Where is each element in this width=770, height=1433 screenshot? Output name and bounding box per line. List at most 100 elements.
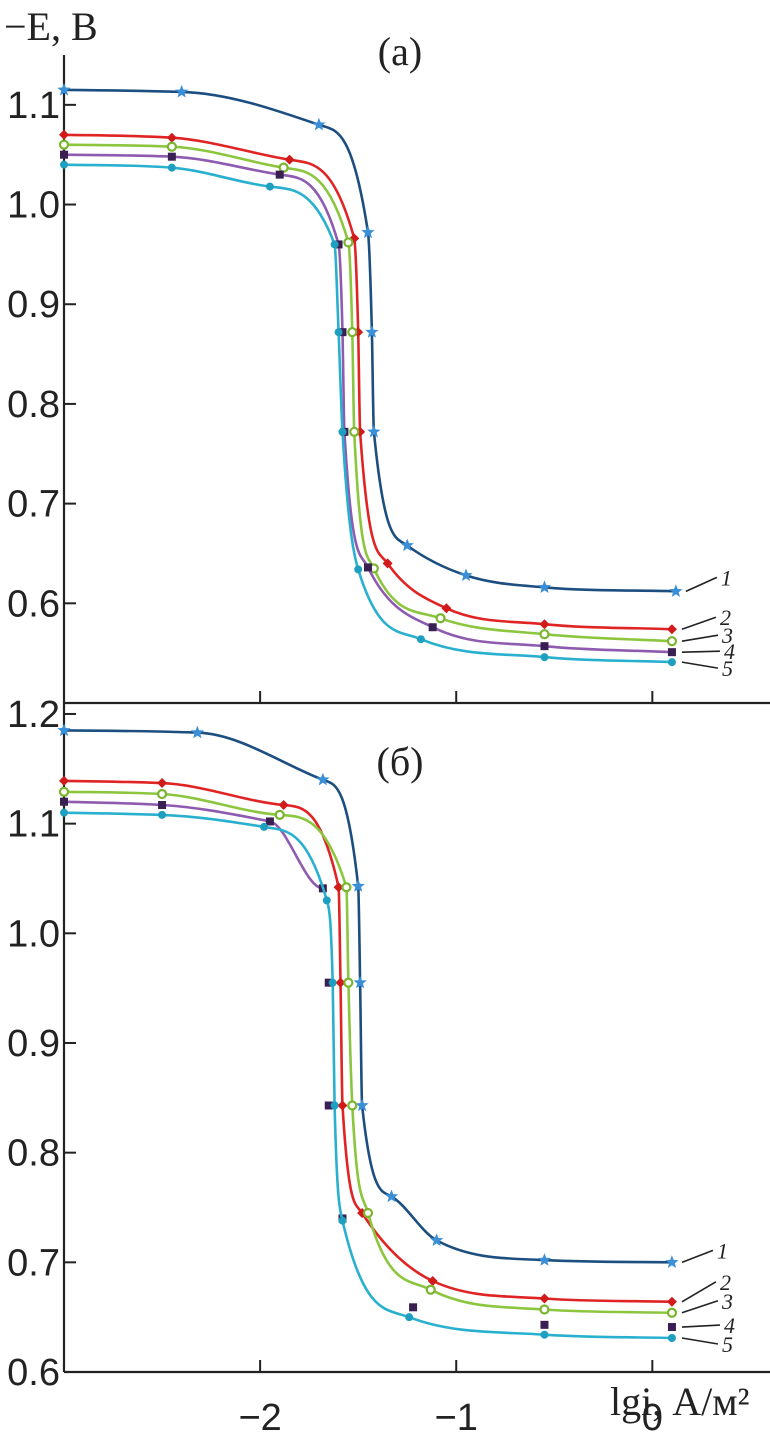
x-tick-label: −2 <box>238 1397 281 1433</box>
data-point-marker <box>158 810 167 819</box>
data-point-marker <box>435 613 446 624</box>
data-point-marker <box>667 1323 676 1332</box>
data-point-marker <box>416 635 425 644</box>
data-point-marker <box>60 797 68 806</box>
series-line-1 <box>63 88 676 593</box>
data-point-marker <box>166 132 177 143</box>
data-point-marker <box>349 426 360 437</box>
data-point-marker <box>190 725 204 739</box>
data-point-marker <box>278 799 289 810</box>
data-point-marker <box>362 1207 374 1219</box>
y-tick-label: 0.7 <box>7 1242 60 1284</box>
curve-label-leader <box>681 634 719 642</box>
data-point-marker <box>428 623 437 632</box>
data-point-marker <box>60 808 68 817</box>
data-point-marker <box>343 977 354 988</box>
data-point-marker <box>157 778 168 789</box>
x-tick-label: 0 <box>642 1397 663 1433</box>
series-line-4 <box>63 153 672 654</box>
data-point-marker <box>540 653 549 662</box>
data-point-marker <box>328 978 337 987</box>
data-point-marker <box>355 1098 369 1112</box>
data-point-marker <box>363 563 372 572</box>
curve-label: 1 <box>717 1238 728 1263</box>
series-line-2 <box>63 133 672 631</box>
data-point-marker <box>430 1233 444 1247</box>
data-point-marker <box>278 162 289 173</box>
data-point-marker <box>58 786 70 797</box>
data-point-marker <box>409 1303 418 1312</box>
data-point-marker <box>405 1313 414 1322</box>
data-point-marker <box>334 328 343 337</box>
data-point-marker <box>265 182 274 191</box>
data-point-marker <box>322 896 331 905</box>
y-tick-label: 0.8 <box>7 1133 60 1175</box>
x-tick-label: −1 <box>435 1397 478 1433</box>
data-point-marker <box>265 817 274 826</box>
data-point-marker <box>330 240 339 249</box>
data-point-marker <box>354 565 363 574</box>
data-point-marker <box>539 619 550 630</box>
data-point-marker <box>459 568 473 582</box>
curve-label-leader <box>685 576 718 593</box>
data-point-marker <box>384 1189 399 1203</box>
data-point-marker <box>337 1100 348 1111</box>
data-point-marker <box>441 603 452 614</box>
y-tick-label: 1.0 <box>7 913 60 955</box>
data-point-marker <box>59 129 69 140</box>
series-line-3 <box>63 143 672 643</box>
curve-label: 4 <box>724 1313 735 1338</box>
y-tick-label: 0.8 <box>7 384 60 426</box>
data-point-marker <box>57 723 71 737</box>
data-point-marker <box>666 636 678 647</box>
data-point-marker <box>333 882 344 893</box>
data-point-marker <box>382 558 393 569</box>
data-point-marker <box>367 424 381 438</box>
data-point-marker <box>60 160 68 169</box>
y-tick-label: 0.6 <box>7 1352 60 1394</box>
data-point-marker <box>667 648 676 657</box>
y-tick-label: 0.6 <box>7 583 60 625</box>
data-point-marker <box>666 624 677 635</box>
data-point-marker <box>324 1101 333 1110</box>
data-point-marker <box>312 117 326 131</box>
curve-label-leader <box>681 1324 720 1328</box>
curve-label: 2 <box>720 1270 731 1295</box>
data-point-marker <box>540 642 549 651</box>
curve-label-leader <box>681 661 719 669</box>
data-point-marker <box>274 809 285 820</box>
data-point-marker <box>166 141 177 152</box>
data-point-marker <box>667 1334 676 1343</box>
data-point-marker <box>667 658 676 667</box>
data-point-marker <box>175 84 189 98</box>
series-line-1 <box>63 729 672 1264</box>
data-point-marker <box>167 152 176 161</box>
data-point-marker <box>59 775 69 786</box>
data-point-marker <box>341 882 352 893</box>
data-point-marker <box>666 1296 677 1307</box>
data-point-marker <box>158 800 167 809</box>
panel-title: (б) <box>377 739 424 784</box>
data-point-marker <box>347 327 358 338</box>
data-point-marker <box>400 538 414 552</box>
y-tick-label: 1.0 <box>7 185 60 227</box>
y-tick-label: 0.9 <box>7 284 60 326</box>
series-line-4 <box>63 800 324 890</box>
data-point-marker <box>335 977 346 988</box>
data-point-marker <box>540 1320 549 1329</box>
data-point-marker <box>539 1304 550 1315</box>
series-line-5 <box>63 163 672 664</box>
data-point-marker <box>167 163 176 172</box>
series-line-2 <box>63 779 672 1304</box>
curve-label: 4 <box>724 639 735 664</box>
series-line-3 <box>63 790 672 1315</box>
plot-panels: 0.60.70.80.91.01.1(а)123450.60.70.80.91.… <box>7 29 770 1433</box>
data-point-marker <box>666 1307 678 1318</box>
data-point-marker <box>347 1100 358 1111</box>
data-point-marker <box>57 82 71 96</box>
series-line-5 <box>63 811 672 1340</box>
data-point-marker <box>669 584 683 597</box>
